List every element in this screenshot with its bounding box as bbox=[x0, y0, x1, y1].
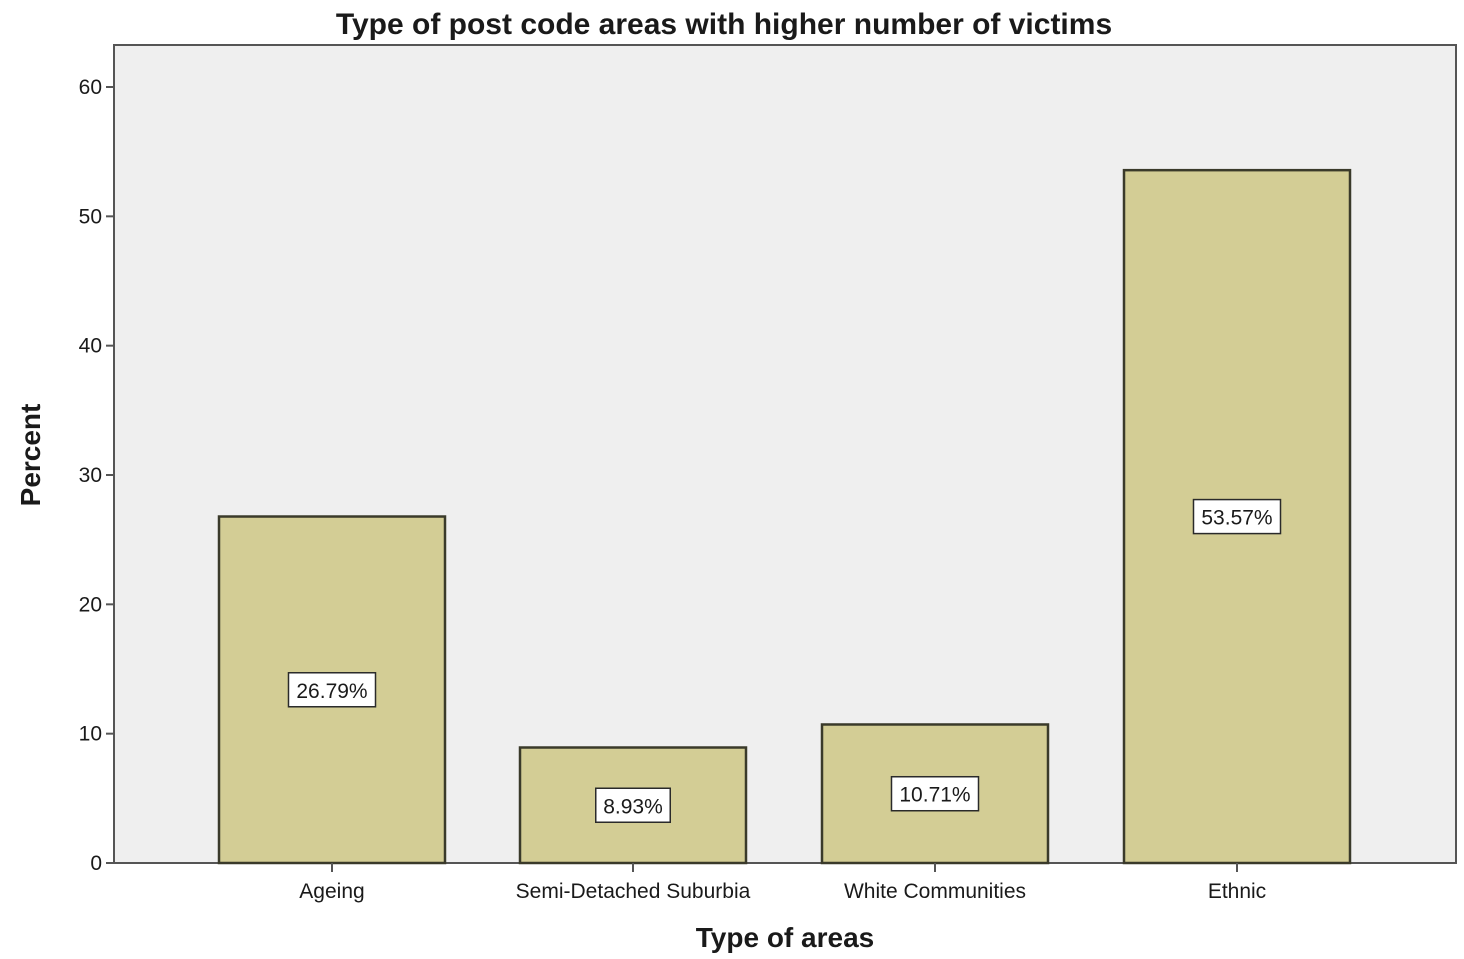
y-tick-label: 60 bbox=[79, 76, 102, 99]
value-labels-group: 26.79% 8.93% 10.71% 53.57% bbox=[287, 498, 1282, 824]
value-label: 53.57% bbox=[1201, 507, 1272, 530]
x-category-label: Semi-Detached Suburbia bbox=[516, 880, 751, 903]
y-axis: 0 10 20 30 40 50 60 bbox=[79, 76, 114, 875]
y-axis-label: Percent bbox=[15, 404, 46, 507]
value-label-box bbox=[1192, 498, 1282, 535]
value-label-box bbox=[890, 775, 980, 812]
y-tick-label: 20 bbox=[79, 593, 102, 616]
value-label-box bbox=[595, 787, 671, 824]
y-tick-label: 50 bbox=[79, 205, 102, 228]
value-label: 8.93% bbox=[603, 795, 663, 818]
value-label: 26.79% bbox=[296, 680, 367, 703]
y-tick-label: 10 bbox=[79, 723, 102, 746]
x-category-label: White Communities bbox=[844, 880, 1026, 903]
y-tick-label: 0 bbox=[90, 852, 102, 875]
x-axis: Ageing Semi-Detached Suburbia White Commun… bbox=[299, 863, 1266, 903]
chart-title: Type of post code areas with higher numb… bbox=[336, 8, 1112, 41]
value-label-box bbox=[287, 672, 377, 708]
x-category-label: Ethnic bbox=[1208, 880, 1266, 903]
value-label: 10.71% bbox=[899, 784, 970, 807]
x-axis-label: Type of areas bbox=[696, 922, 874, 953]
x-category-label: Ageing bbox=[299, 880, 364, 903]
y-tick-label: 30 bbox=[79, 464, 102, 487]
y-tick-label: 40 bbox=[79, 335, 102, 358]
